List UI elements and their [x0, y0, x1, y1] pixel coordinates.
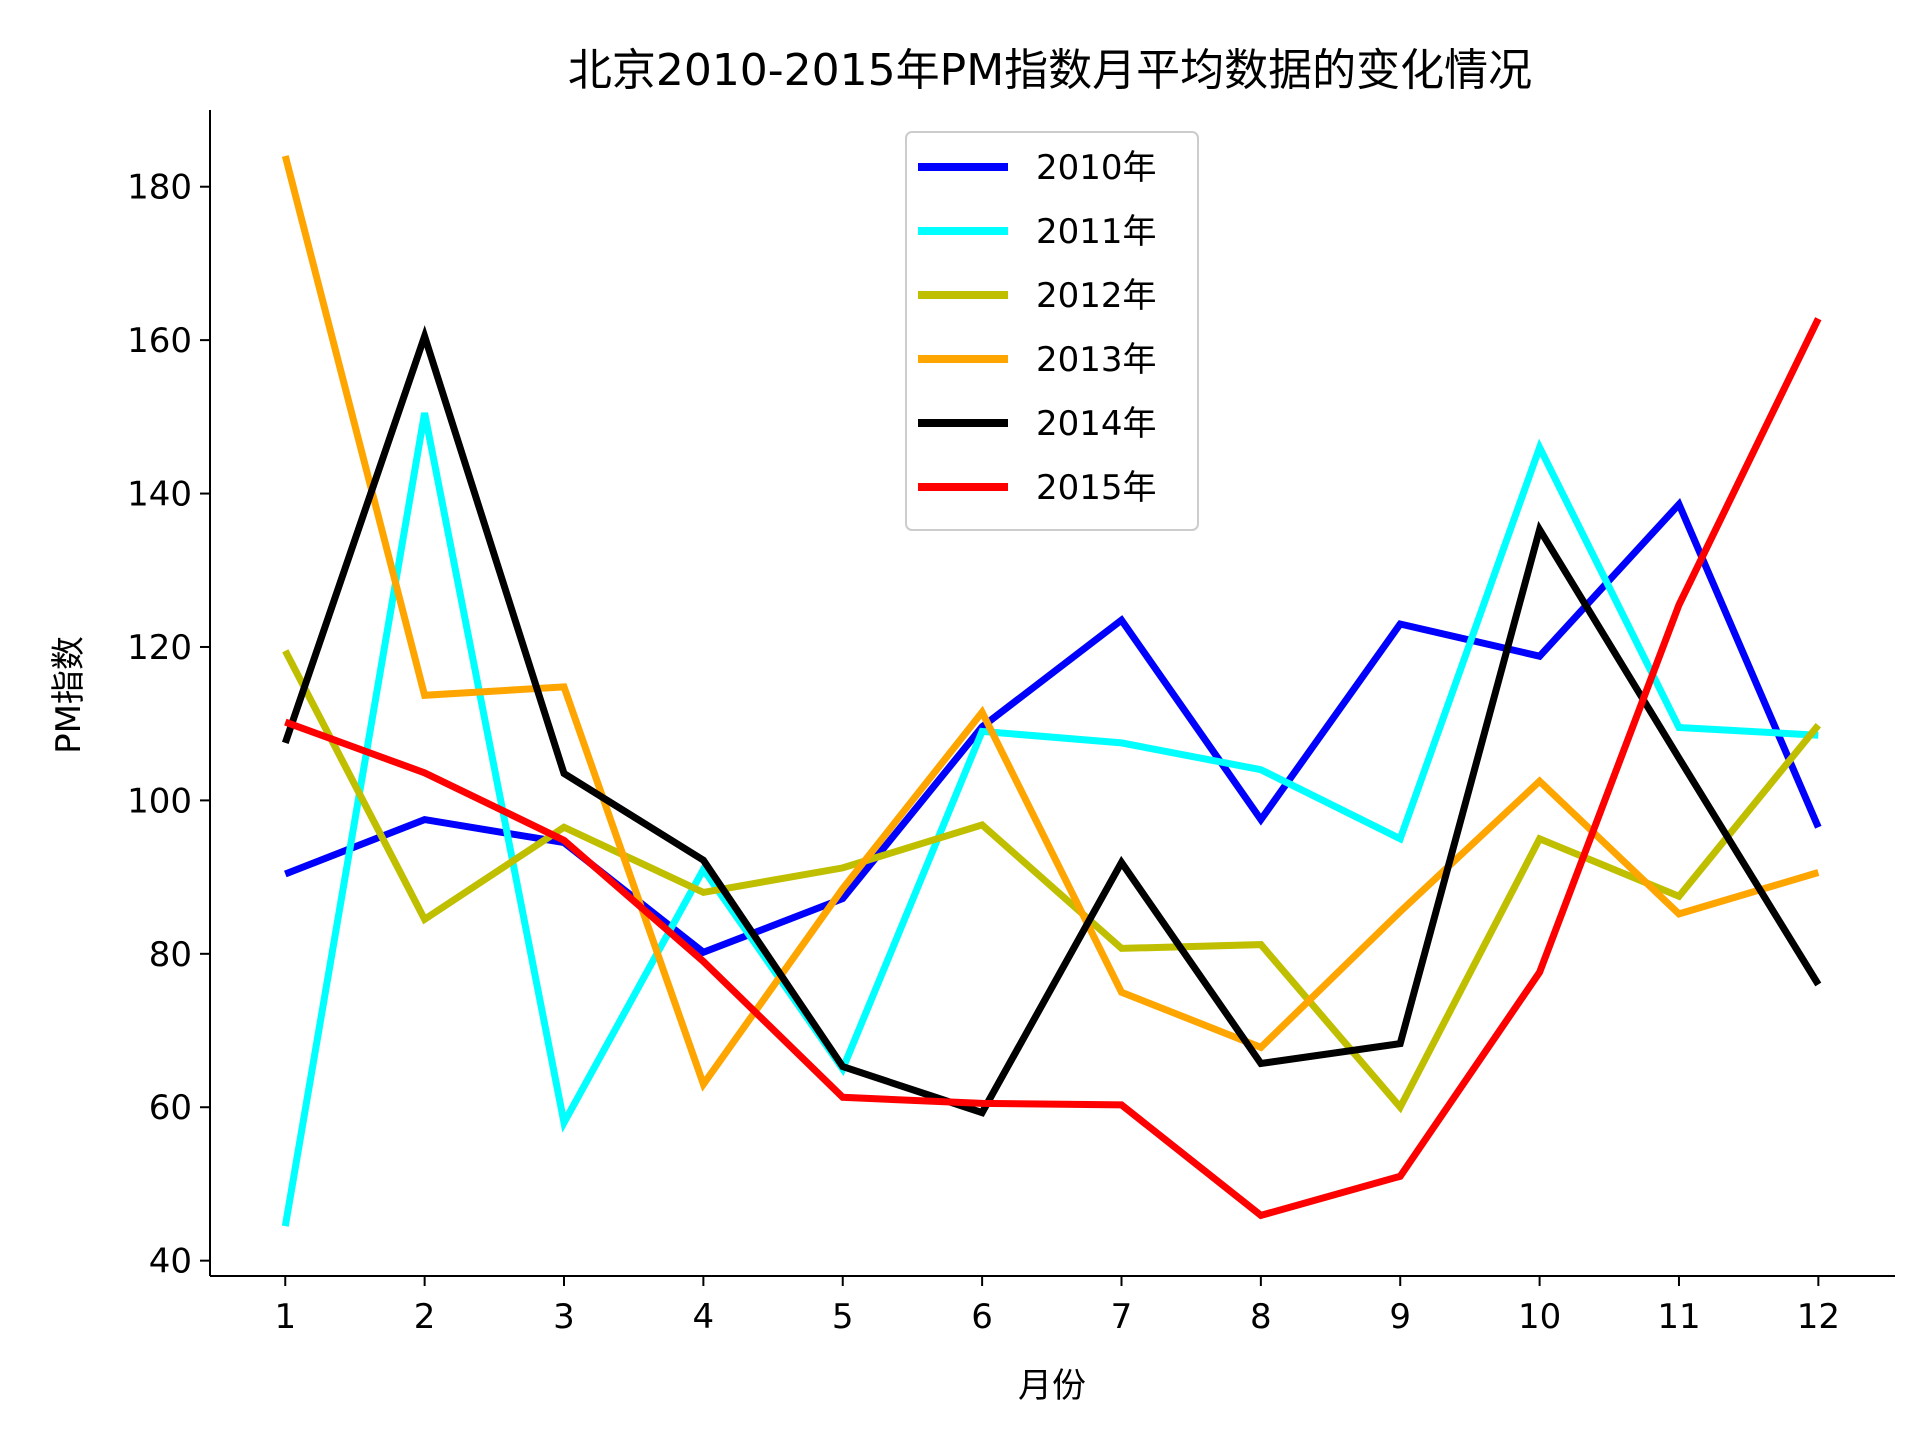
y-ticks: 40 60 80 100 120 140 160 180 [127, 168, 210, 1282]
legend-label: 2013年 [1036, 340, 1157, 380]
series-line-2014年 [281, 325, 1822, 1117]
y-axis-label: PM指数 [49, 636, 89, 754]
y-tick-label: 140 [127, 475, 192, 515]
series-line-2012年 [282, 649, 1822, 1114]
x-tick-label: 9 [1389, 1297, 1411, 1337]
x-tick-label: 5 [832, 1297, 854, 1337]
y-tick-label: 180 [127, 168, 192, 208]
y-tick-label: 160 [127, 321, 192, 361]
legend-label: 2014年 [1036, 404, 1157, 444]
x-tick-label: 1 [274, 1297, 296, 1337]
series-line-2011年 [281, 412, 1819, 1227]
x-tick-label: 7 [1111, 1297, 1133, 1337]
legend: 2010年 2011年 2012年 2013年 2014年 2015年 [905, 131, 1199, 531]
x-tick-label: 2 [414, 1297, 436, 1337]
legend-label: 2012年 [1036, 276, 1157, 316]
series-line-2013年 [281, 155, 1820, 1092]
x-tick-label: 4 [693, 1297, 715, 1337]
legend-label: 2011年 [1036, 212, 1157, 252]
x-tick-label: 3 [553, 1297, 575, 1337]
x-tick-label: 11 [1657, 1297, 1700, 1337]
axes [209, 110, 1895, 1277]
y-tick-label: 100 [127, 781, 192, 821]
y-tick-label: 120 [127, 628, 192, 668]
y-tick-label: 60 [149, 1088, 192, 1128]
legend-label: 2015年 [1036, 468, 1157, 508]
series-line-2015年 [284, 317, 1822, 1220]
chart-title: 北京2010-2015年PM指数月平均数据的变化情况 [568, 45, 1532, 96]
x-ticks: 1 2 3 4 5 6 7 8 9 10 11 12 [274, 1276, 1840, 1337]
legend-label: 2010年 [1036, 148, 1157, 188]
y-tick-label: 40 [149, 1242, 192, 1282]
y-tick-label: 80 [149, 935, 192, 975]
x-tick-label: 6 [971, 1297, 993, 1337]
x-tick-label: 10 [1518, 1297, 1561, 1337]
series-lines [281, 155, 1822, 1227]
x-axis-label: 月份 [1018, 1366, 1086, 1406]
x-tick-label: 12 [1797, 1297, 1840, 1337]
x-tick-label: 8 [1250, 1297, 1272, 1337]
